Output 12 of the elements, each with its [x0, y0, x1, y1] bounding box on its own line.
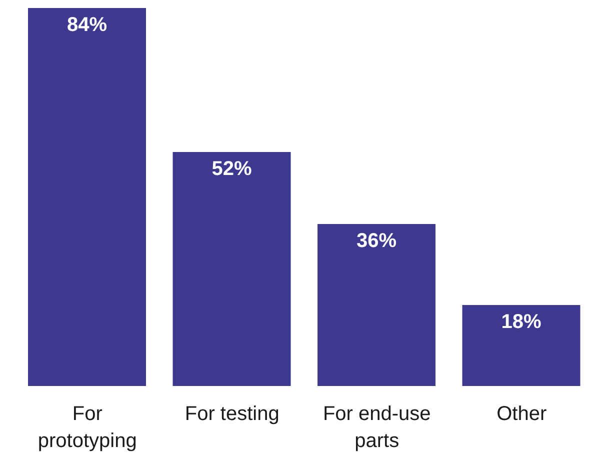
x-tick-label: For testing: [184, 403, 280, 425]
data-label: 52%: [212, 158, 252, 180]
data-label: 84%: [66, 14, 108, 36]
x-tick-label: For prototyping: [38, 403, 137, 452]
bar: [318, 224, 436, 386]
bar: [28, 8, 146, 386]
x-tick-label: Other: [496, 403, 547, 425]
data-label: 18%: [501, 311, 542, 334]
bar: [172, 152, 291, 386]
bar: [462, 305, 580, 386]
x-tick-label: For end-use parts: [322, 403, 431, 452]
data-label: 36%: [356, 230, 397, 252]
